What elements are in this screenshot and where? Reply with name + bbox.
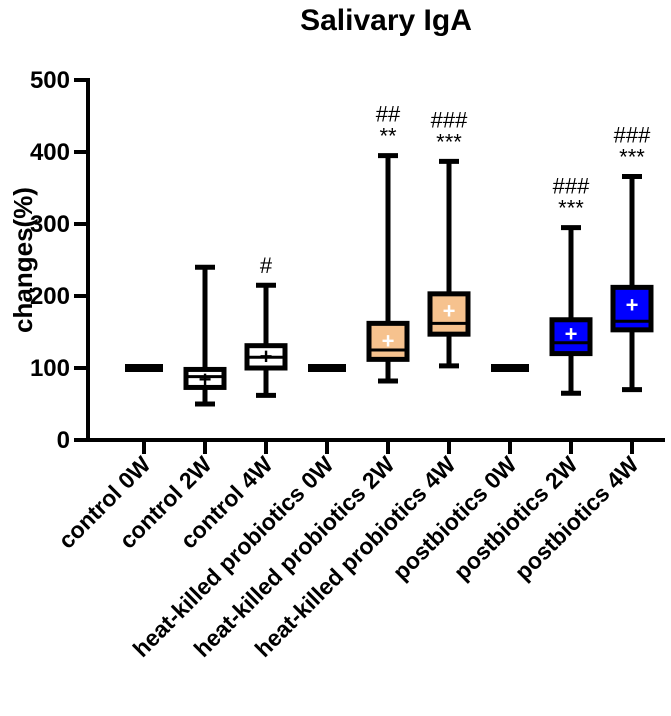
y-tick-label: 300 xyxy=(30,211,70,238)
box-group: + ###*** xyxy=(610,122,654,454)
y-axis-label: changes(%) xyxy=(8,187,38,333)
significance-label: *** xyxy=(619,144,645,169)
box-group xyxy=(125,364,163,454)
mean-marker: + xyxy=(565,321,578,346)
iqr-box xyxy=(183,366,227,390)
chart-title: Salivary IgA xyxy=(300,4,472,37)
box-group xyxy=(308,364,346,454)
significance-label: ### xyxy=(553,174,590,199)
box-group: + ###*** xyxy=(427,107,471,454)
flat-box-bar xyxy=(491,364,529,372)
y-tick-label: 200 xyxy=(30,283,70,310)
iqr-box xyxy=(427,291,471,337)
significance-label: ### xyxy=(431,107,468,132)
y-tick-label: 500 xyxy=(30,67,70,94)
iqr-box xyxy=(549,317,593,357)
mean-marker: + xyxy=(626,293,639,318)
mean-marker: + xyxy=(382,329,395,354)
mean-marker: + xyxy=(260,344,273,369)
y-tick-label: 0 xyxy=(57,427,70,454)
significance-label: ### xyxy=(614,122,651,147)
flat-box-bar xyxy=(308,364,346,372)
iqr-box xyxy=(610,284,654,333)
mean-marker: + xyxy=(443,298,456,323)
y-tick-label: 400 xyxy=(30,139,70,166)
significance-label: *** xyxy=(436,129,462,154)
box-group: + ###*** xyxy=(549,174,593,454)
box-group: + ##** xyxy=(366,102,410,454)
mean-marker: + xyxy=(199,367,212,392)
box-group: +# xyxy=(244,253,288,454)
flat-box-bar xyxy=(125,364,163,372)
box-group xyxy=(491,364,529,454)
significance-label: ** xyxy=(379,124,397,149)
significance-label: *** xyxy=(558,196,584,221)
significance-label: ## xyxy=(376,102,401,127)
iqr-box xyxy=(366,320,410,362)
y-tick-label: 100 xyxy=(30,355,70,382)
box-group: + xyxy=(183,264,227,454)
significance-label: # xyxy=(260,253,273,278)
